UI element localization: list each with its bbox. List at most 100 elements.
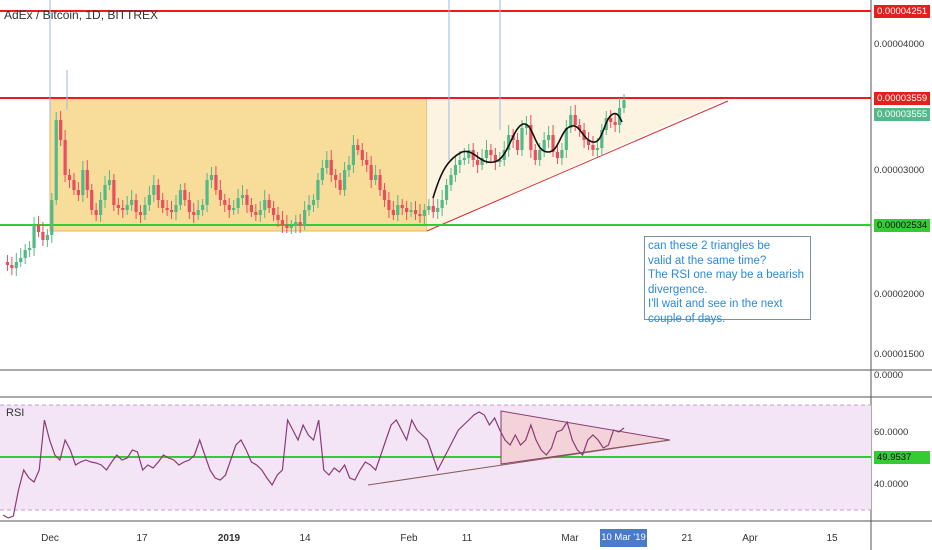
candle-body <box>382 190 387 200</box>
rsi-axis-label: 40.0000 <box>874 479 909 490</box>
candle-body <box>578 125 582 130</box>
candle-body <box>94 210 98 215</box>
candle-body <box>85 170 89 190</box>
time-axis-label: 21 <box>681 533 693 544</box>
candle-body <box>63 140 67 175</box>
candle-body <box>533 150 537 160</box>
time-axis-label: Feb <box>400 533 418 544</box>
candle-body <box>484 150 489 158</box>
annotation-note[interactable]: can these 2 triangles be valid at the sa… <box>644 236 811 325</box>
candle-body <box>28 248 32 250</box>
rsi-axis-top-label: 0.0000 <box>874 370 904 381</box>
candle-body <box>254 212 258 215</box>
candle-body <box>396 205 400 215</box>
candle-body <box>405 208 409 212</box>
candle-body <box>125 205 129 210</box>
candle-body <box>187 200 191 212</box>
rsi-triangle <box>500 410 671 465</box>
price-tag-top-resistance: 0.00004251 <box>874 5 930 18</box>
price-tag-last: 0.00003555 <box>874 108 930 121</box>
candle-body <box>316 180 320 200</box>
candle-body <box>245 195 249 205</box>
candle-body <box>476 160 480 165</box>
note-line: I'll wait and see in the next <box>648 298 783 310</box>
price-axis-label: 0.00004000 <box>874 39 925 50</box>
candle-body <box>356 145 360 150</box>
candle-body <box>347 165 351 170</box>
candle-body <box>209 175 214 180</box>
candle-body <box>431 206 435 212</box>
candle-body <box>201 205 205 210</box>
candle-body <box>107 180 112 185</box>
time-axis-label: Apr <box>742 533 758 544</box>
candle-body <box>103 185 107 200</box>
candle-body <box>263 200 267 210</box>
candle-body <box>467 150 471 158</box>
candle-body <box>98 200 103 215</box>
candle-body <box>564 128 568 150</box>
candle-body <box>236 198 240 208</box>
candle-body <box>325 160 329 168</box>
candle-body <box>45 235 49 240</box>
candle-body <box>81 170 85 195</box>
candle-body <box>32 225 36 248</box>
candle-body <box>165 208 169 210</box>
candle-body <box>50 200 54 235</box>
candle-body <box>285 225 289 228</box>
candle-body <box>59 120 63 140</box>
candle-body <box>360 150 364 160</box>
candle-body <box>334 175 338 180</box>
candle-body <box>54 120 58 200</box>
candle-body <box>622 100 626 108</box>
candle-body <box>458 160 462 165</box>
price-axis-label: 0.00003000 <box>874 165 925 176</box>
candle-body <box>271 208 276 215</box>
candle-body <box>41 232 45 240</box>
candle-body <box>130 200 134 205</box>
time-axis-label: Mar <box>561 533 579 544</box>
candle-body <box>600 130 604 148</box>
candle-body <box>546 135 551 140</box>
candle-body <box>471 150 475 160</box>
note-line: The RSI one may be a bearish <box>648 269 804 281</box>
candle-body <box>422 210 426 216</box>
candle-body <box>76 190 81 195</box>
time-axis-label: 14 <box>299 533 311 544</box>
time-axis-label: 11 <box>461 533 473 544</box>
time-axis-label: 17 <box>136 533 148 544</box>
candle-body <box>218 190 222 200</box>
candle-body <box>232 208 236 210</box>
candle-body <box>609 118 613 122</box>
candle-body <box>67 175 72 180</box>
candle-body <box>147 195 151 205</box>
price-axis-label: 0.00002000 <box>874 289 925 300</box>
candle-body <box>298 222 302 225</box>
note-line: couple of days. <box>648 312 726 325</box>
candle-body <box>378 175 382 190</box>
candle-body <box>152 185 156 195</box>
ascending-triangle <box>427 98 728 231</box>
candle-body <box>391 210 395 215</box>
price-tag-mid-resistance: 0.00003559 <box>874 92 930 105</box>
candle-body <box>5 262 10 265</box>
candle-body <box>249 205 253 212</box>
candle-body <box>551 135 555 152</box>
candle-body <box>329 160 333 175</box>
candle-body <box>258 210 262 215</box>
candle-body <box>351 145 356 165</box>
candle-body <box>280 220 285 225</box>
candle-body <box>436 208 440 212</box>
rsi-trendline <box>367 439 671 486</box>
candle-body <box>462 158 466 160</box>
candle-body <box>586 140 591 145</box>
candle-body <box>520 128 524 150</box>
candle-body <box>387 200 391 210</box>
candle-body <box>413 210 418 214</box>
time-axis-label: 15 <box>826 533 838 544</box>
candle-body <box>240 195 245 198</box>
note-line: divergence. <box>648 283 708 296</box>
candle-body <box>342 170 347 190</box>
candle-body <box>338 180 342 190</box>
candle-body <box>498 160 502 162</box>
